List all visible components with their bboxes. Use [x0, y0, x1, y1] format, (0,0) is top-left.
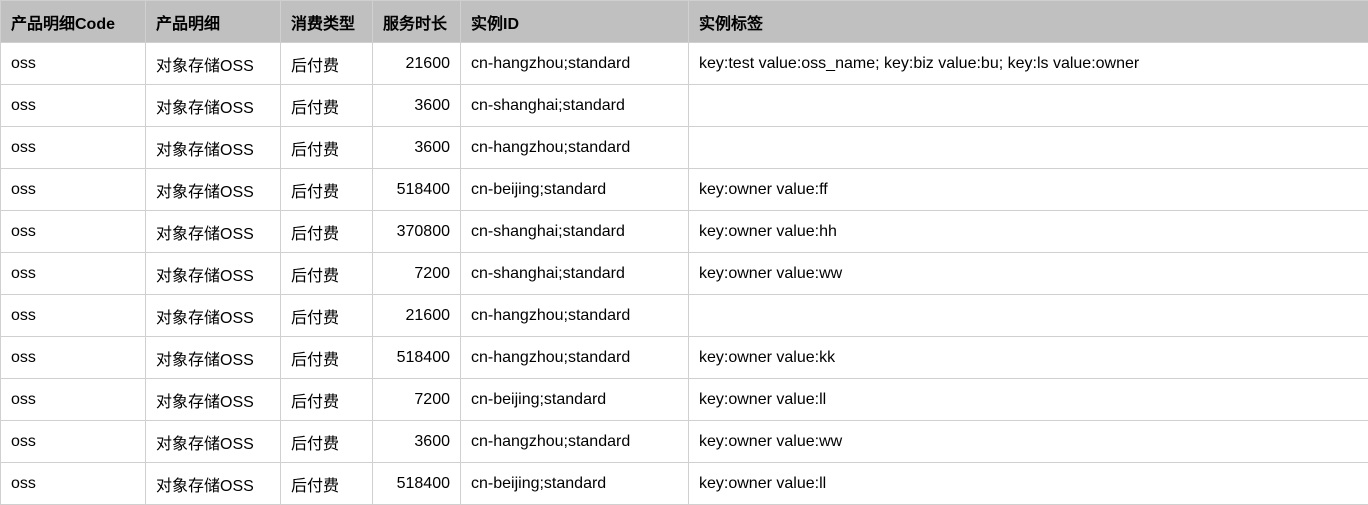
cell-instance_id: cn-hangzhou;standard	[461, 295, 689, 337]
cell-consume_type: 后付费	[281, 127, 373, 169]
cell-product_code: oss	[1, 169, 146, 211]
header-product-code: 产品明细Code	[1, 1, 146, 43]
table-row: oss对象存储OSS后付费518400cn-beijing;standardke…	[1, 463, 1368, 505]
cell-instance_tag: key:test value:oss_name; key:biz value:b…	[689, 43, 1368, 85]
table-row: oss对象存储OSS后付费518400cn-beijing;standardke…	[1, 169, 1368, 211]
cell-consume_type: 后付费	[281, 211, 373, 253]
cell-instance_tag: key:owner value:ll	[689, 379, 1368, 421]
table-row: oss对象存储OSS后付费518400cn-hangzhou;standardk…	[1, 337, 1368, 379]
cell-product_code: oss	[1, 43, 146, 85]
table-header: 产品明细Code 产品明细 消费类型 服务时长 实例ID 实例标签	[1, 1, 1368, 43]
cell-consume_type: 后付费	[281, 295, 373, 337]
table-row: oss对象存储OSS后付费7200cn-shanghai;standardkey…	[1, 253, 1368, 295]
header-consume-type: 消费类型	[281, 1, 373, 43]
cell-consume_type: 后付费	[281, 169, 373, 211]
cell-instance_tag: key:owner value:ww	[689, 253, 1368, 295]
cell-product_code: oss	[1, 295, 146, 337]
cell-consume_type: 后付费	[281, 421, 373, 463]
cell-product_detail: 对象存储OSS	[146, 337, 281, 379]
cell-instance_id: cn-hangzhou;standard	[461, 337, 689, 379]
cell-instance_tag: key:owner value:hh	[689, 211, 1368, 253]
cell-product_code: oss	[1, 337, 146, 379]
cell-consume_type: 后付费	[281, 463, 373, 505]
cell-service_duration: 21600	[373, 295, 461, 337]
cell-consume_type: 后付费	[281, 337, 373, 379]
cell-product_code: oss	[1, 379, 146, 421]
header-product-detail: 产品明细	[146, 1, 281, 43]
cell-instance_id: cn-beijing;standard	[461, 379, 689, 421]
cell-product_code: oss	[1, 463, 146, 505]
cell-service_duration: 3600	[373, 85, 461, 127]
cell-instance_tag: key:owner value:ww	[689, 421, 1368, 463]
header-row: 产品明细Code 产品明细 消费类型 服务时长 实例ID 实例标签	[1, 1, 1368, 43]
cell-service_duration: 518400	[373, 169, 461, 211]
cell-instance_id: cn-beijing;standard	[461, 169, 689, 211]
cell-consume_type: 后付费	[281, 43, 373, 85]
cell-product_detail: 对象存储OSS	[146, 463, 281, 505]
cell-consume_type: 后付费	[281, 85, 373, 127]
header-instance-tag: 实例标签	[689, 1, 1368, 43]
table-row: oss对象存储OSS后付费21600cn-hangzhou;standardke…	[1, 43, 1368, 85]
cell-instance_tag	[689, 127, 1368, 169]
cell-product_detail: 对象存储OSS	[146, 85, 281, 127]
table-row: oss对象存储OSS后付费370800cn-shanghai;standardk…	[1, 211, 1368, 253]
header-service-duration: 服务时长	[373, 1, 461, 43]
cell-instance_id: cn-shanghai;standard	[461, 85, 689, 127]
cell-instance_id: cn-hangzhou;standard	[461, 43, 689, 85]
cell-service_duration: 3600	[373, 127, 461, 169]
cell-product_detail: 对象存储OSS	[146, 169, 281, 211]
table-row: oss对象存储OSS后付费3600cn-shanghai;standard	[1, 85, 1368, 127]
header-instance-id: 实例ID	[461, 1, 689, 43]
cell-instance_id: cn-hangzhou;standard	[461, 127, 689, 169]
cell-instance_tag	[689, 85, 1368, 127]
cell-consume_type: 后付费	[281, 253, 373, 295]
cell-service_duration: 3600	[373, 421, 461, 463]
cell-instance_tag: key:owner value:ff	[689, 169, 1368, 211]
cell-product_code: oss	[1, 253, 146, 295]
cell-product_code: oss	[1, 127, 146, 169]
cell-product_detail: 对象存储OSS	[146, 295, 281, 337]
data-table: 产品明细Code 产品明细 消费类型 服务时长 实例ID 实例标签 oss对象存…	[0, 0, 1368, 505]
table-row: oss对象存储OSS后付费3600cn-hangzhou;standard	[1, 127, 1368, 169]
cell-product_detail: 对象存储OSS	[146, 211, 281, 253]
cell-instance_tag: key:owner value:ll	[689, 463, 1368, 505]
cell-service_duration: 7200	[373, 379, 461, 421]
cell-instance_tag: key:owner value:kk	[689, 337, 1368, 379]
cell-product_code: oss	[1, 211, 146, 253]
cell-instance_id: cn-shanghai;standard	[461, 211, 689, 253]
cell-consume_type: 后付费	[281, 379, 373, 421]
cell-product_detail: 对象存储OSS	[146, 43, 281, 85]
cell-product_detail: 对象存储OSS	[146, 127, 281, 169]
table-row: oss对象存储OSS后付费3600cn-hangzhou;standardkey…	[1, 421, 1368, 463]
cell-product_detail: 对象存储OSS	[146, 253, 281, 295]
cell-product_detail: 对象存储OSS	[146, 379, 281, 421]
table-row: oss对象存储OSS后付费7200cn-beijing;standardkey:…	[1, 379, 1368, 421]
cell-service_duration: 518400	[373, 463, 461, 505]
cell-instance_id: cn-hangzhou;standard	[461, 421, 689, 463]
cell-instance_id: cn-beijing;standard	[461, 463, 689, 505]
cell-product_code: oss	[1, 421, 146, 463]
cell-instance_tag	[689, 295, 1368, 337]
table-body: oss对象存储OSS后付费21600cn-hangzhou;standardke…	[1, 43, 1368, 505]
cell-product_detail: 对象存储OSS	[146, 421, 281, 463]
cell-service_duration: 7200	[373, 253, 461, 295]
cell-instance_id: cn-shanghai;standard	[461, 253, 689, 295]
table-row: oss对象存储OSS后付费21600cn-hangzhou;standard	[1, 295, 1368, 337]
cell-product_code: oss	[1, 85, 146, 127]
cell-service_duration: 518400	[373, 337, 461, 379]
cell-service_duration: 21600	[373, 43, 461, 85]
cell-service_duration: 370800	[373, 211, 461, 253]
